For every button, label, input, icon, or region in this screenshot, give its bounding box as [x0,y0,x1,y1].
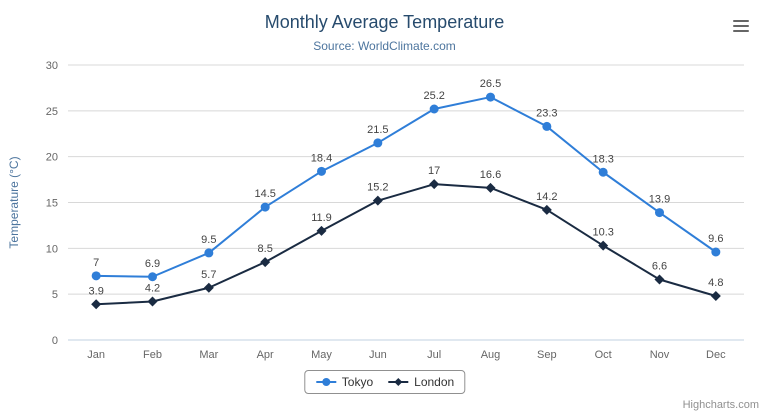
data-point-marker-london[interactable] [147,296,158,307]
data-label-london: 15.2 [367,182,388,194]
legend-marker-london-icon [388,378,409,386]
legend-label-london: London [414,375,455,389]
data-point-marker-tokyo[interactable] [317,166,326,176]
y-axis-tick-label: 15 [46,198,58,210]
y-axis-tick-label: 5 [52,289,58,301]
data-point-marker-london[interactable] [654,274,665,285]
data-point-marker-london[interactable] [710,291,721,301]
data-label-london: 16.6 [480,169,501,181]
data-label-london: 4.8 [708,277,723,289]
legend-label-tokyo: Tokyo [341,375,374,389]
data-label-london: 4.2 [145,283,160,295]
data-point-marker-tokyo[interactable] [655,208,664,218]
legend: Tokyo London [303,370,466,394]
x-axis-tick-label: Jul [427,349,441,361]
y-axis-tick-label: 10 [46,243,58,255]
chart-subtitle: Source: WorldClimate.com [313,39,456,53]
data-label-tokyo: 6.9 [145,258,160,270]
x-axis-tick-label: Nov [650,349,670,361]
x-axis-tick-label: May [311,349,332,361]
data-point-marker-london[interactable] [429,179,440,190]
x-axis-tick-label: Mar [199,349,218,361]
y-axis-tick-label: 25 [46,106,58,118]
data-point-marker-london[interactable] [485,182,496,193]
data-label-tokyo: 21.5 [367,124,388,136]
y-axis-tick-label: 0 [52,335,58,347]
y-axis-tick-label: 30 [46,60,58,72]
x-axis-tick-label: Jun [369,349,387,361]
data-label-tokyo: 14.5 [254,188,275,200]
legend-marker-tokyo-icon [315,378,336,386]
x-axis-tick-label: Feb [143,349,162,361]
context-menu-button[interactable] [733,18,749,34]
data-label-tokyo: 26.5 [480,78,501,90]
legend-item-tokyo[interactable]: Tokyo [315,375,373,389]
hamburger-menu-icon [733,20,749,22]
data-label-london: 17 [428,165,440,177]
data-label-tokyo: 13.9 [649,194,670,206]
data-point-marker-london[interactable] [260,257,271,268]
data-point-marker-tokyo[interactable] [429,104,439,114]
data-label-tokyo: 7 [93,257,99,269]
hamburger-menu-icon [733,30,749,32]
data-label-london: 5.7 [201,269,216,281]
data-label-tokyo: 18.4 [311,152,332,164]
data-label-tokyo: 25.2 [423,90,444,102]
data-label-london: 6.6 [652,261,667,273]
legend-item-london[interactable]: London [387,375,454,389]
credits-link[interactable]: Highcharts.com [682,399,759,411]
y-axis-tick-label: 20 [46,152,58,164]
data-point-marker-tokyo[interactable] [260,202,270,212]
y-axis-title: Temperature (°C) [7,156,21,248]
series-line-london [96,183,717,306]
data-label-tokyo: 9.5 [201,234,216,246]
x-axis-tick-label: Dec [706,349,726,361]
data-point-marker-tokyo[interactable] [91,271,101,281]
x-axis-tick-label: Apr [257,349,274,361]
data-point-marker-london[interactable] [541,204,552,215]
data-point-marker-tokyo[interactable] [542,121,552,131]
data-point-marker-tokyo[interactable] [486,92,495,102]
data-label-london: 8.5 [258,243,273,255]
series-line-tokyo [96,96,717,278]
data-point-marker-london[interactable] [372,195,383,206]
data-point-marker-london[interactable] [91,299,102,310]
data-point-marker-london[interactable] [316,225,327,236]
data-label-tokyo: 9.6 [708,233,723,245]
data-point-marker-tokyo[interactable] [598,167,608,177]
data-point-marker-london[interactable] [203,282,214,293]
data-point-marker-tokyo[interactable] [373,138,383,148]
data-label-london: 11.9 [311,212,332,224]
x-axis-tick-label: Sep [537,349,557,361]
x-axis-tick-label: Jan [87,349,105,361]
data-label-tokyo: 18.3 [592,153,613,165]
data-point-marker-tokyo[interactable] [711,247,721,257]
x-axis-tick-label: Oct [595,349,612,361]
data-label-london: 14.2 [536,191,557,203]
x-axis-tick-label: Aug [481,349,501,361]
chart-title: Monthly Average Temperature [264,12,505,32]
data-label-london: 3.9 [89,285,104,297]
data-label-london: 10.3 [592,227,613,239]
hamburger-menu-icon [733,25,749,27]
data-point-marker-london[interactable] [598,240,609,251]
data-label-tokyo: 23.3 [536,107,557,119]
data-point-marker-tokyo[interactable] [204,248,214,258]
data-point-marker-tokyo[interactable] [148,272,157,282]
